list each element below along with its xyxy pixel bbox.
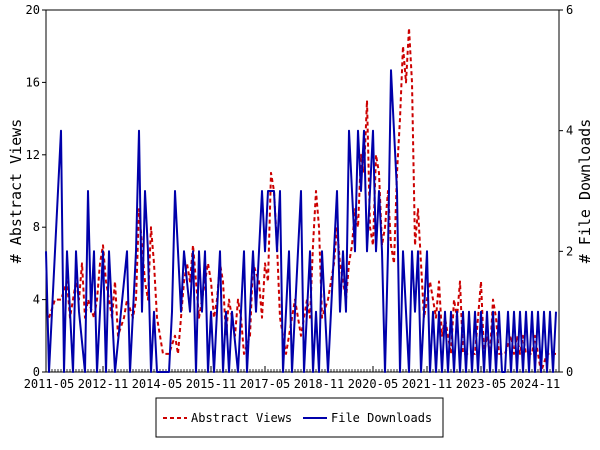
x-tick-label: 2011-05 (24, 377, 75, 391)
x-tick-label: 2017-05 (240, 377, 291, 391)
x-tick-label: 2015-11 (186, 377, 237, 391)
left-y-tick-label: 8 (33, 220, 40, 234)
series-layer (45, 27, 557, 373)
right-axis-title: # File Downloads (576, 119, 594, 264)
x-tick-label: 2014-05 (132, 377, 183, 391)
left-y-tick-label: 0 (33, 365, 40, 379)
x-tick-label: 2012-11 (78, 377, 129, 391)
right-y-axis: 0 2 4 6 (559, 3, 573, 379)
left-y-axis: 0 4 8 12 16 20 (26, 3, 46, 379)
x-tick-label: 2023-05 (456, 377, 507, 391)
x-tick-label: 2024-11 (510, 377, 561, 391)
left-y-tick-label: 16 (26, 75, 40, 89)
x-tick-label: 2021-11 (402, 377, 453, 391)
x-tick-label: 2018-11 (294, 377, 345, 391)
legend-box (155, 397, 444, 438)
legend: Abstract Views File Downloads (155, 397, 444, 438)
left-axis-title: # Abstract Views (7, 119, 25, 264)
right-y-tick-label: 2 (566, 244, 573, 258)
left-y-tick-label: 12 (26, 148, 40, 162)
legend-label-file-downloads: File Downloads (331, 411, 432, 425)
left-y-tick-label: 4 (33, 293, 40, 307)
legend-label-abstract-views: Abstract Views (191, 411, 292, 425)
left-y-tick-label: 20 (26, 3, 40, 17)
right-y-tick-label: 0 (566, 365, 573, 379)
series-line-file-downloads (45, 69, 557, 373)
right-y-tick-label: 4 (566, 124, 573, 138)
x-tick-label: 2020-05 (348, 377, 399, 391)
right-y-tick-label: 6 (566, 3, 573, 17)
